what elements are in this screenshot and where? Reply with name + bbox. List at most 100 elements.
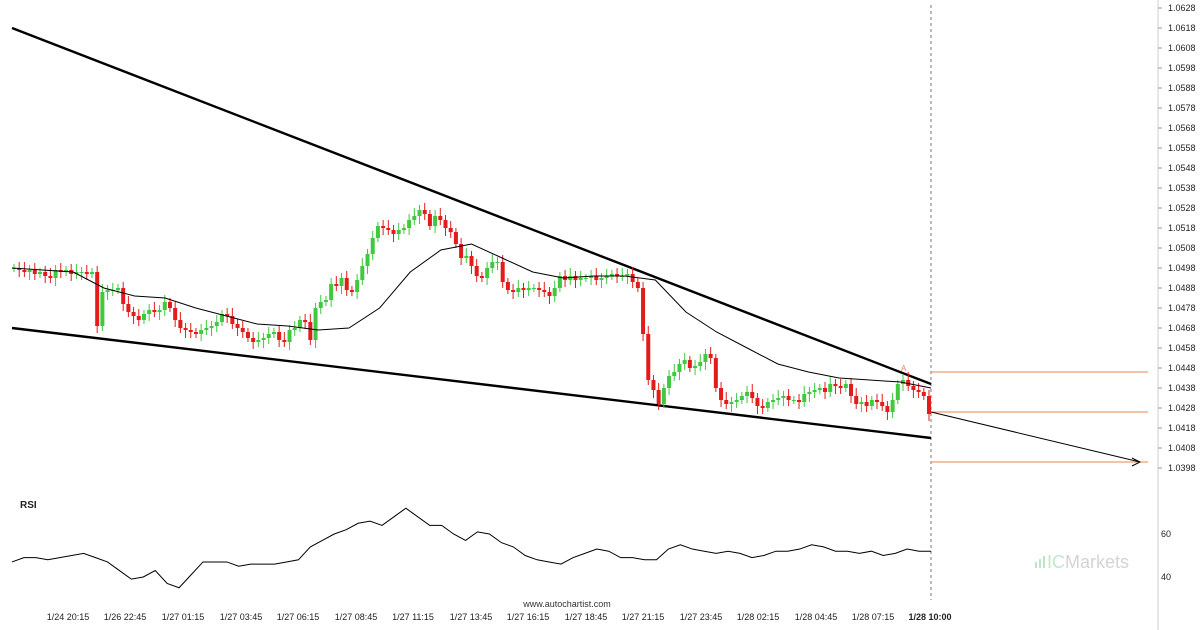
time-tick-label: 1/27 06:15	[277, 612, 320, 622]
candle-body	[906, 380, 911, 386]
candle-body	[771, 400, 776, 402]
price-tick-label: 1.0558	[1168, 143, 1196, 153]
candle-body	[287, 330, 292, 342]
candle-body	[921, 392, 926, 396]
candle-body	[37, 272, 42, 274]
projection-arrow-line	[930, 411, 1141, 463]
candle-body	[308, 322, 313, 340]
candle-body	[474, 266, 479, 276]
candle-body	[661, 388, 666, 404]
candle-body	[635, 282, 640, 288]
marker-label: A	[901, 364, 907, 373]
candle-body	[277, 332, 282, 340]
price-axis: 1.0628 1.0618 1.0608 1.0598 1.0588 1.0578 1.05…	[930, 0, 1196, 630]
price-tick-label: 1.0588	[1168, 83, 1196, 93]
time-tick-label: 1/27 13:45	[450, 612, 493, 622]
candle-body	[422, 210, 427, 214]
candle-body	[854, 396, 859, 404]
candle-body	[693, 366, 698, 368]
bars-icon	[1035, 556, 1045, 568]
moving-average-line	[11, 243, 932, 389]
candle-body	[282, 340, 287, 342]
candle-body	[370, 238, 375, 254]
candle-body	[433, 216, 438, 226]
candle-body	[219, 314, 224, 322]
candle-body	[63, 270, 68, 272]
candle-body	[589, 276, 594, 278]
candle-body	[199, 330, 204, 334]
candle-body	[682, 360, 687, 364]
candle-body	[230, 316, 235, 324]
price-tick-label: 1.0458	[1168, 343, 1196, 353]
candle-body	[178, 320, 183, 328]
candle-body	[313, 308, 318, 340]
price-tick-label: 1.0438	[1168, 383, 1196, 393]
candle-body	[667, 376, 672, 388]
candle-body	[126, 304, 131, 312]
candle-body	[339, 278, 344, 286]
candle-body	[412, 216, 417, 220]
candle-body	[375, 226, 380, 238]
candle-body	[687, 360, 692, 368]
candle-body	[895, 384, 900, 400]
brand-prefix: IC	[1047, 552, 1065, 572]
candle-body	[719, 388, 724, 400]
candle-body	[490, 262, 495, 268]
candle-body	[838, 386, 843, 388]
candle-body	[271, 332, 276, 334]
time-tick-label: 1/27 08:45	[335, 612, 378, 622]
candle-body	[17, 268, 22, 270]
candle-body	[869, 400, 874, 406]
candle-body	[292, 328, 297, 330]
candle-body	[729, 402, 734, 404]
price-tick-label: 1.0518	[1168, 223, 1196, 233]
candle-body	[791, 400, 796, 401]
candle-body	[235, 324, 240, 328]
candle-body	[479, 276, 484, 278]
candle-body	[651, 380, 656, 390]
rsi-tick-label: 60	[1161, 529, 1171, 539]
brand-name: Markets	[1065, 552, 1129, 572]
candle-body	[318, 302, 323, 308]
price-tick-label: 1.0568	[1168, 123, 1196, 133]
price-tick-label: 1.0398	[1168, 463, 1196, 473]
candle-body	[765, 402, 770, 408]
time-tick-label: 1/27 18:45	[565, 612, 608, 622]
candle-body	[131, 312, 136, 316]
candle-body	[750, 392, 755, 398]
price-tick-label: 1.0528	[1168, 203, 1196, 213]
candle-body	[880, 402, 885, 406]
candle-body	[911, 386, 916, 390]
candle-body	[755, 398, 760, 406]
candle-body	[776, 398, 781, 400]
candle-body	[828, 384, 833, 392]
moving-average	[11, 243, 932, 389]
candle-body	[875, 400, 880, 402]
candle-body	[469, 256, 474, 266]
candle-body	[443, 220, 448, 228]
candle-body	[485, 268, 490, 278]
time-tick-label: 1/28 02:15	[737, 612, 780, 622]
candle-body	[334, 284, 339, 286]
candle-body	[781, 396, 786, 398]
candle-body	[261, 338, 266, 340]
candle-body	[360, 266, 365, 280]
candle-body	[453, 232, 458, 244]
candle-body	[74, 272, 79, 274]
candle-body	[641, 288, 646, 334]
candle-body	[27, 270, 32, 272]
candle-body	[760, 406, 765, 408]
svg-text:ICMarkets: ICMarkets	[1047, 552, 1129, 572]
target-levels	[930, 371, 1148, 467]
candle-body	[698, 362, 703, 366]
candle-body	[703, 354, 708, 362]
candle-body	[349, 290, 354, 292]
candle-body	[214, 322, 219, 326]
time-tick-label: 1/27 23:45	[680, 612, 723, 622]
candle-body	[927, 396, 931, 414]
candle-body	[817, 388, 822, 390]
projection-arrowhead	[1131, 457, 1142, 467]
candle-body	[786, 396, 791, 400]
time-tick-label: 1/28 04:45	[795, 612, 838, 622]
price-tick-label: 1.0498	[1168, 263, 1196, 273]
